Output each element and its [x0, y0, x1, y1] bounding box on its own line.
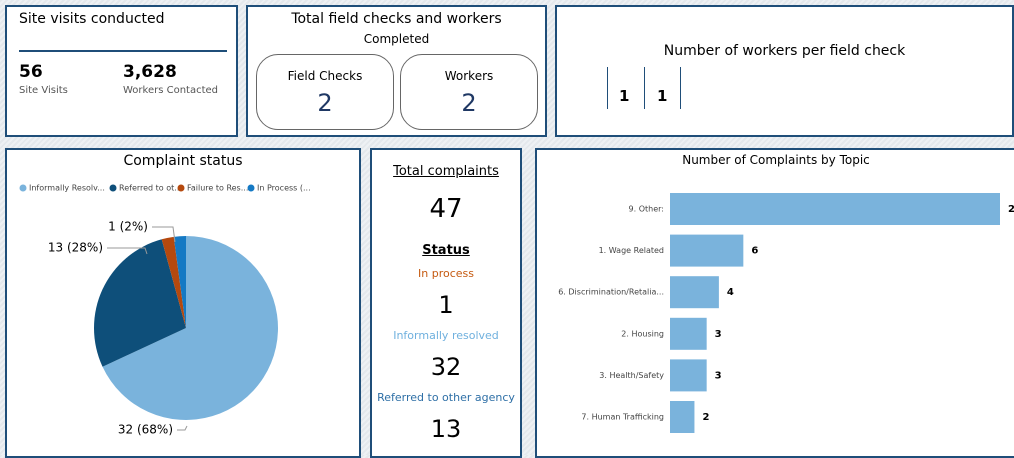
legend-label: Failure to Res...: [187, 184, 248, 193]
pie-slice: [94, 239, 186, 367]
data-label: 27: [1008, 204, 1014, 215]
category-label: 3. Health/Safety: [599, 371, 664, 380]
data-label: 32 (68%): [118, 423, 173, 437]
cell: [607, 67, 645, 109]
panel-subtitle: Completed: [363, 32, 430, 46]
status-list: In process 1 Informally resolved 32 Referred…: [372, 265, 520, 451]
category-label: 6. Discrimination/Retalia...: [558, 288, 664, 297]
card: Field Checks 2: [256, 54, 394, 130]
divider: [19, 50, 227, 52]
panel-title: Total field checks and workers: [291, 11, 502, 27]
legend-swatch: [247, 184, 255, 192]
status-value: 1: [438, 291, 454, 319]
pie-slice: [173, 236, 186, 328]
total-value: 47: [429, 194, 463, 224]
panel-title: Complaint status: [123, 153, 243, 169]
status-label: Referred to other agency: [377, 391, 515, 404]
pie-slice: [161, 236, 186, 328]
card: Workers 2: [400, 54, 538, 130]
workers-per-check-panel: Number of workers per field check 1 1: [555, 5, 1014, 137]
pie-slice: [102, 236, 279, 420]
kpi-value: 3,628: [123, 62, 177, 82]
bar: [670, 317, 707, 350]
kpi-label: Workers Contacted: [123, 85, 219, 96]
leader-line: [152, 226, 176, 243]
bar: [670, 401, 695, 433]
legend-swatch: [177, 184, 185, 192]
legend-label: Referred to ot...: [119, 184, 182, 193]
bar: [670, 359, 707, 392]
field-checks-panel: Total field checks and workers Completed…: [246, 5, 547, 137]
category-label: 9. Other:: [629, 205, 664, 214]
bar: [670, 193, 1000, 225]
panel-title: Number of workers per field check: [663, 43, 906, 59]
total-complaints-panel: Total complaints 47 Status In process 1 In…: [370, 148, 522, 458]
card-label: Workers: [444, 69, 494, 83]
data-label: 4: [727, 287, 734, 298]
panel-title: Site visits conducted: [19, 11, 165, 27]
cell: [645, 67, 681, 109]
value: 1: [619, 87, 630, 105]
status-title: Status: [422, 243, 470, 258]
bar: [670, 234, 744, 267]
legend-swatch: [19, 184, 27, 192]
data-label: 2: [702, 412, 709, 423]
bar: [670, 276, 719, 309]
card-value: 2: [317, 89, 333, 117]
category-label: 7. Human Trafficking: [581, 413, 664, 422]
data-label: 3: [715, 329, 722, 340]
leader-line: [107, 247, 148, 255]
card-value: 2: [461, 89, 477, 117]
legend-label: Informally Resolv...: [29, 184, 105, 193]
legend-swatch: [109, 184, 117, 192]
kpi-label: Site Visits: [19, 85, 68, 96]
status-label: In process: [418, 267, 474, 280]
data-label: 3: [715, 370, 722, 381]
data-label: 1 (2%): [108, 220, 148, 234]
pie-chart: Informally Resolv... Referred to ot... Fai…: [19, 184, 311, 437]
category-label: 1. Wage Related: [599, 246, 664, 255]
data-label: 13 (28%): [48, 241, 103, 255]
status-value: 13: [430, 415, 462, 443]
panel-title: Number of Complaints by Topic: [682, 153, 870, 167]
data-label: 6: [751, 246, 758, 257]
bar-chart: 9. Other: 27 1. Wage Related 6 6. Discrimina…: [558, 193, 1014, 433]
kpi-value: 56: [19, 62, 43, 82]
complaint-status-panel: Complaint status Informally Resolv... Ref…: [5, 148, 361, 458]
card-label: Field Checks: [287, 69, 363, 83]
status-label: Informally resolved: [393, 329, 499, 342]
value: 1: [657, 87, 668, 105]
panel-title: Total complaints: [393, 164, 499, 179]
legend-label: In Process (...: [257, 184, 311, 193]
site-visits-panel: Site visits conducted 56 Site Visits 3,6…: [5, 5, 238, 137]
category-label: 2. Housing: [621, 329, 664, 338]
leader-line: [177, 425, 188, 431]
topic-panel: Number of Complaints by Topic 9. Other: 2…: [535, 148, 1014, 458]
status-value: 32: [430, 353, 462, 381]
